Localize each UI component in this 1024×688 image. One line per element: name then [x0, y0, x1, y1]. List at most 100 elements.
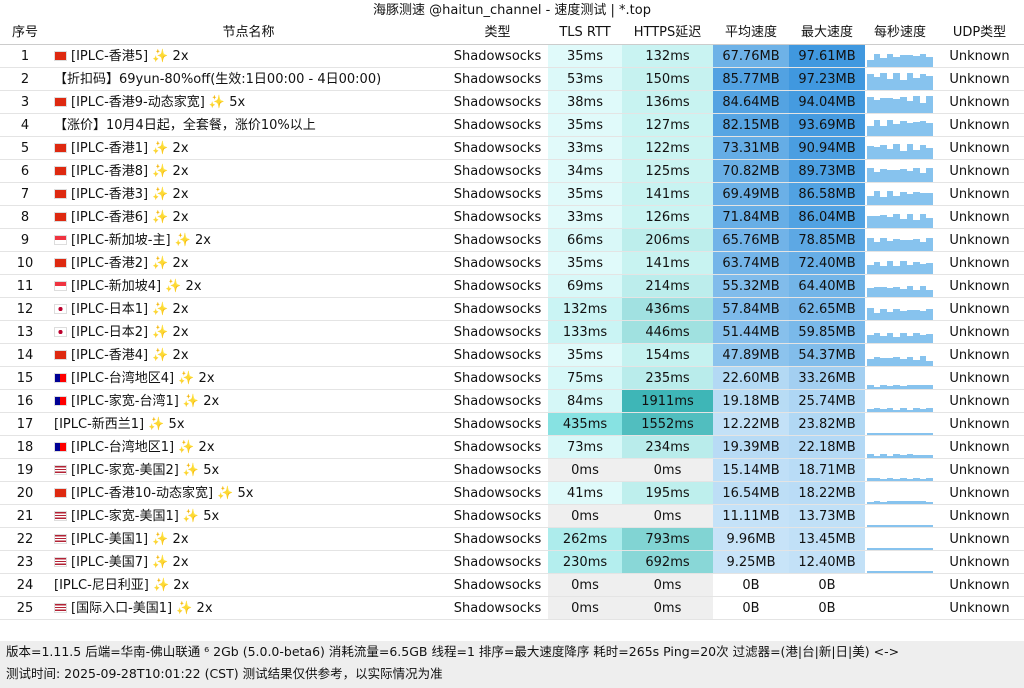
https-latency: 0ms — [622, 574, 713, 597]
sparkline-bar — [886, 571, 894, 573]
avg-speed: 85.77MB — [713, 68, 789, 91]
tls-rtt: 0ms — [548, 505, 622, 528]
udp-type: Unknown — [935, 390, 1024, 413]
footer: 版本=1.11.5 后端=华南-佛山联通 ⁶ 2Gb (5.0.0-beta6)… — [0, 641, 1024, 688]
node-name: [IPLC-尼日利亚] ✨ 2x — [50, 574, 447, 597]
flag-icon — [54, 235, 67, 245]
per-second-speed — [865, 367, 935, 390]
row-index: 2 — [0, 68, 50, 91]
sparkline-bar — [873, 191, 881, 205]
sparkline-bar — [913, 168, 920, 182]
sparkline-bar — [900, 433, 907, 435]
sparkline-bar — [913, 548, 920, 550]
sparkline-bar — [919, 54, 927, 67]
sparkline-bar — [919, 454, 927, 458]
flag-icon — [54, 373, 67, 383]
sparkline-bar — [893, 548, 900, 550]
sparkline-bar — [893, 409, 900, 412]
node-name: [IPLC-美国1] ✨ 2x — [50, 528, 447, 551]
column-header: 每秒速度 — [865, 21, 935, 45]
node-type: Shadowsocks — [447, 436, 548, 459]
sparkline-bar — [880, 571, 887, 573]
sparkline-bar — [926, 384, 933, 389]
per-second-speed — [865, 275, 935, 298]
sparkline-bar — [867, 237, 874, 251]
tls-rtt: 35ms — [548, 344, 622, 367]
column-header: TLS RTT — [548, 21, 622, 45]
sparkline-bar — [873, 77, 881, 90]
tls-rtt: 35ms — [548, 183, 622, 206]
udp-type: Unknown — [935, 528, 1024, 551]
sparkline-bar — [867, 433, 874, 435]
max-speed: 64.40MB — [789, 275, 865, 298]
node-type: Shadowsocks — [447, 91, 548, 114]
per-second-speed — [865, 160, 935, 183]
sparkline-bar — [886, 191, 894, 205]
row-index: 20 — [0, 482, 50, 505]
avg-speed: 82.15MB — [713, 114, 789, 137]
row-index: 3 — [0, 91, 50, 114]
row-index: 24 — [0, 574, 50, 597]
sparkline-bar — [880, 433, 887, 435]
flag-icon — [54, 189, 67, 199]
node-name: [IPLC-家宽-台湾1] ✨ 2x — [50, 390, 447, 413]
tls-rtt: 53ms — [548, 68, 622, 91]
sparkline-bar — [886, 217, 894, 228]
node-type: Shadowsocks — [447, 367, 548, 390]
max-speed: 90.94MB — [789, 137, 865, 160]
per-second-speed — [865, 206, 935, 229]
sparkline-bar — [867, 548, 874, 550]
sparkline-bar — [900, 289, 907, 297]
node-name: [IPLC-香港5] ✨ 2x — [50, 45, 447, 68]
sparkline-bar — [906, 194, 914, 205]
title: 海豚测速 @haitun_channel - 速度测试 | *.top — [372, 3, 651, 18]
row-index: 18 — [0, 436, 50, 459]
sparkline-bar — [913, 408, 920, 412]
sparkline-bar — [919, 193, 927, 205]
sparkline-bar — [867, 358, 874, 366]
sparkline-bar — [886, 332, 894, 343]
https-latency: 214ms — [622, 275, 713, 298]
column-header: 序号 — [0, 21, 50, 45]
per-second-speed — [865, 390, 935, 413]
max-speed: 93.69MB — [789, 114, 865, 137]
row-index: 6 — [0, 160, 50, 183]
row-index: 5 — [0, 137, 50, 160]
sparkline-bar — [906, 336, 914, 343]
sparkline-bar — [900, 358, 907, 366]
https-latency: 446ms — [622, 321, 713, 344]
node-type: Shadowsocks — [447, 206, 548, 229]
node-type: Shadowsocks — [447, 390, 548, 413]
node-name: [IPLC-香港8] ✨ 2x — [50, 160, 447, 183]
https-latency: 0ms — [622, 505, 713, 528]
row-index: 7 — [0, 183, 50, 206]
sparkline-bar — [880, 58, 887, 67]
sparkline-bar — [900, 332, 907, 343]
tls-rtt: 262ms — [548, 528, 622, 551]
sparkline-bar — [919, 479, 927, 481]
https-latency: 206ms — [622, 229, 713, 252]
max-speed: 97.61MB — [789, 45, 865, 68]
udp-type: Unknown — [935, 551, 1024, 574]
sparkline-bar — [867, 288, 874, 297]
sparkline-bar — [926, 548, 933, 550]
flag-icon — [54, 304, 67, 314]
sparkline-bar — [926, 123, 933, 136]
max-speed: 59.85MB — [789, 321, 865, 344]
sparkline-bar — [919, 500, 927, 504]
sparkline-bar — [913, 477, 920, 481]
sparkline-bar — [919, 121, 927, 136]
sparkline-bar — [913, 55, 920, 67]
node-type: Shadowsocks — [447, 344, 548, 367]
https-latency: 141ms — [622, 183, 713, 206]
sparkline-bar — [893, 195, 900, 205]
max-speed: 13.73MB — [789, 505, 865, 528]
per-second-speed — [865, 91, 935, 114]
https-latency: 122ms — [622, 137, 713, 160]
max-speed: 72.40MB — [789, 252, 865, 275]
udp-type: Unknown — [935, 183, 1024, 206]
per-second-speed — [865, 528, 935, 551]
sparkline-bar — [926, 408, 933, 412]
sparkline-bar — [900, 80, 907, 90]
udp-type: Unknown — [935, 574, 1024, 597]
